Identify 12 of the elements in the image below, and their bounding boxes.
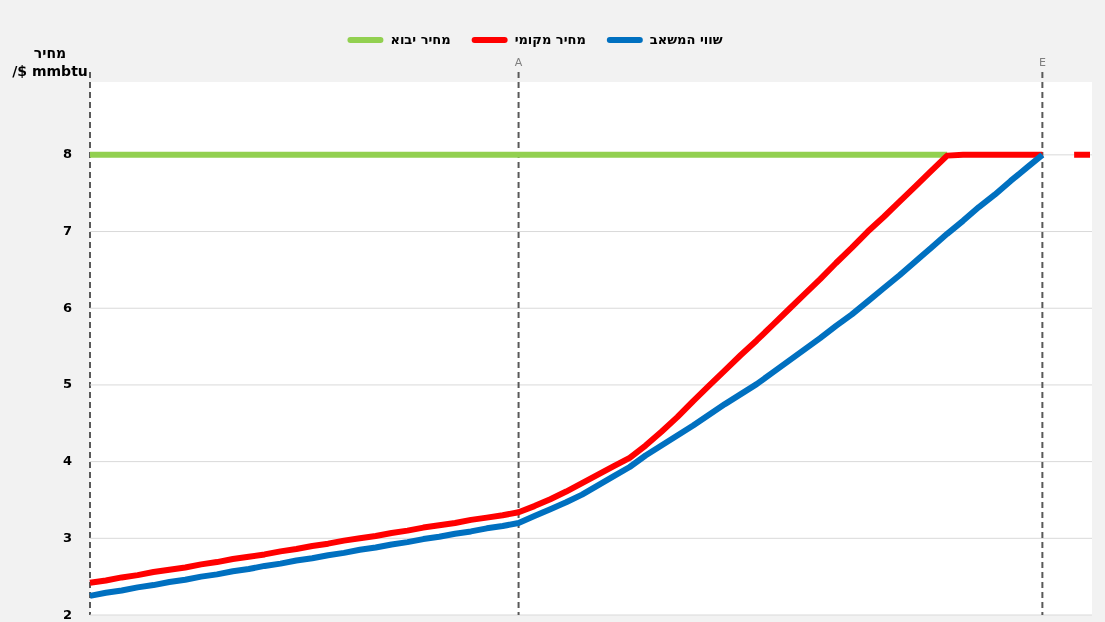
legend-label: מחיר מקומי [514, 31, 586, 47]
y-tick-label: 7 [62, 223, 72, 239]
y-tick-label: 3 [62, 529, 72, 545]
y-tick-label: 8 [62, 146, 72, 162]
x-tick-label: E [1038, 56, 1046, 69]
legend-label: מחיר יבוא [390, 31, 451, 47]
y-tick-label: 6 [62, 299, 72, 315]
y-tick-label: 2 [62, 606, 72, 622]
legend-label: שווי המשאב [649, 31, 723, 47]
y-tick-label: 5 [62, 376, 72, 392]
y-tick-label: 4 [62, 453, 72, 469]
x-tick-label: A [514, 56, 523, 69]
